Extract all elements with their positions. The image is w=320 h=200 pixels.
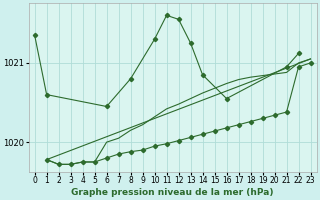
X-axis label: Graphe pression niveau de la mer (hPa): Graphe pression niveau de la mer (hPa) — [71, 188, 274, 197]
